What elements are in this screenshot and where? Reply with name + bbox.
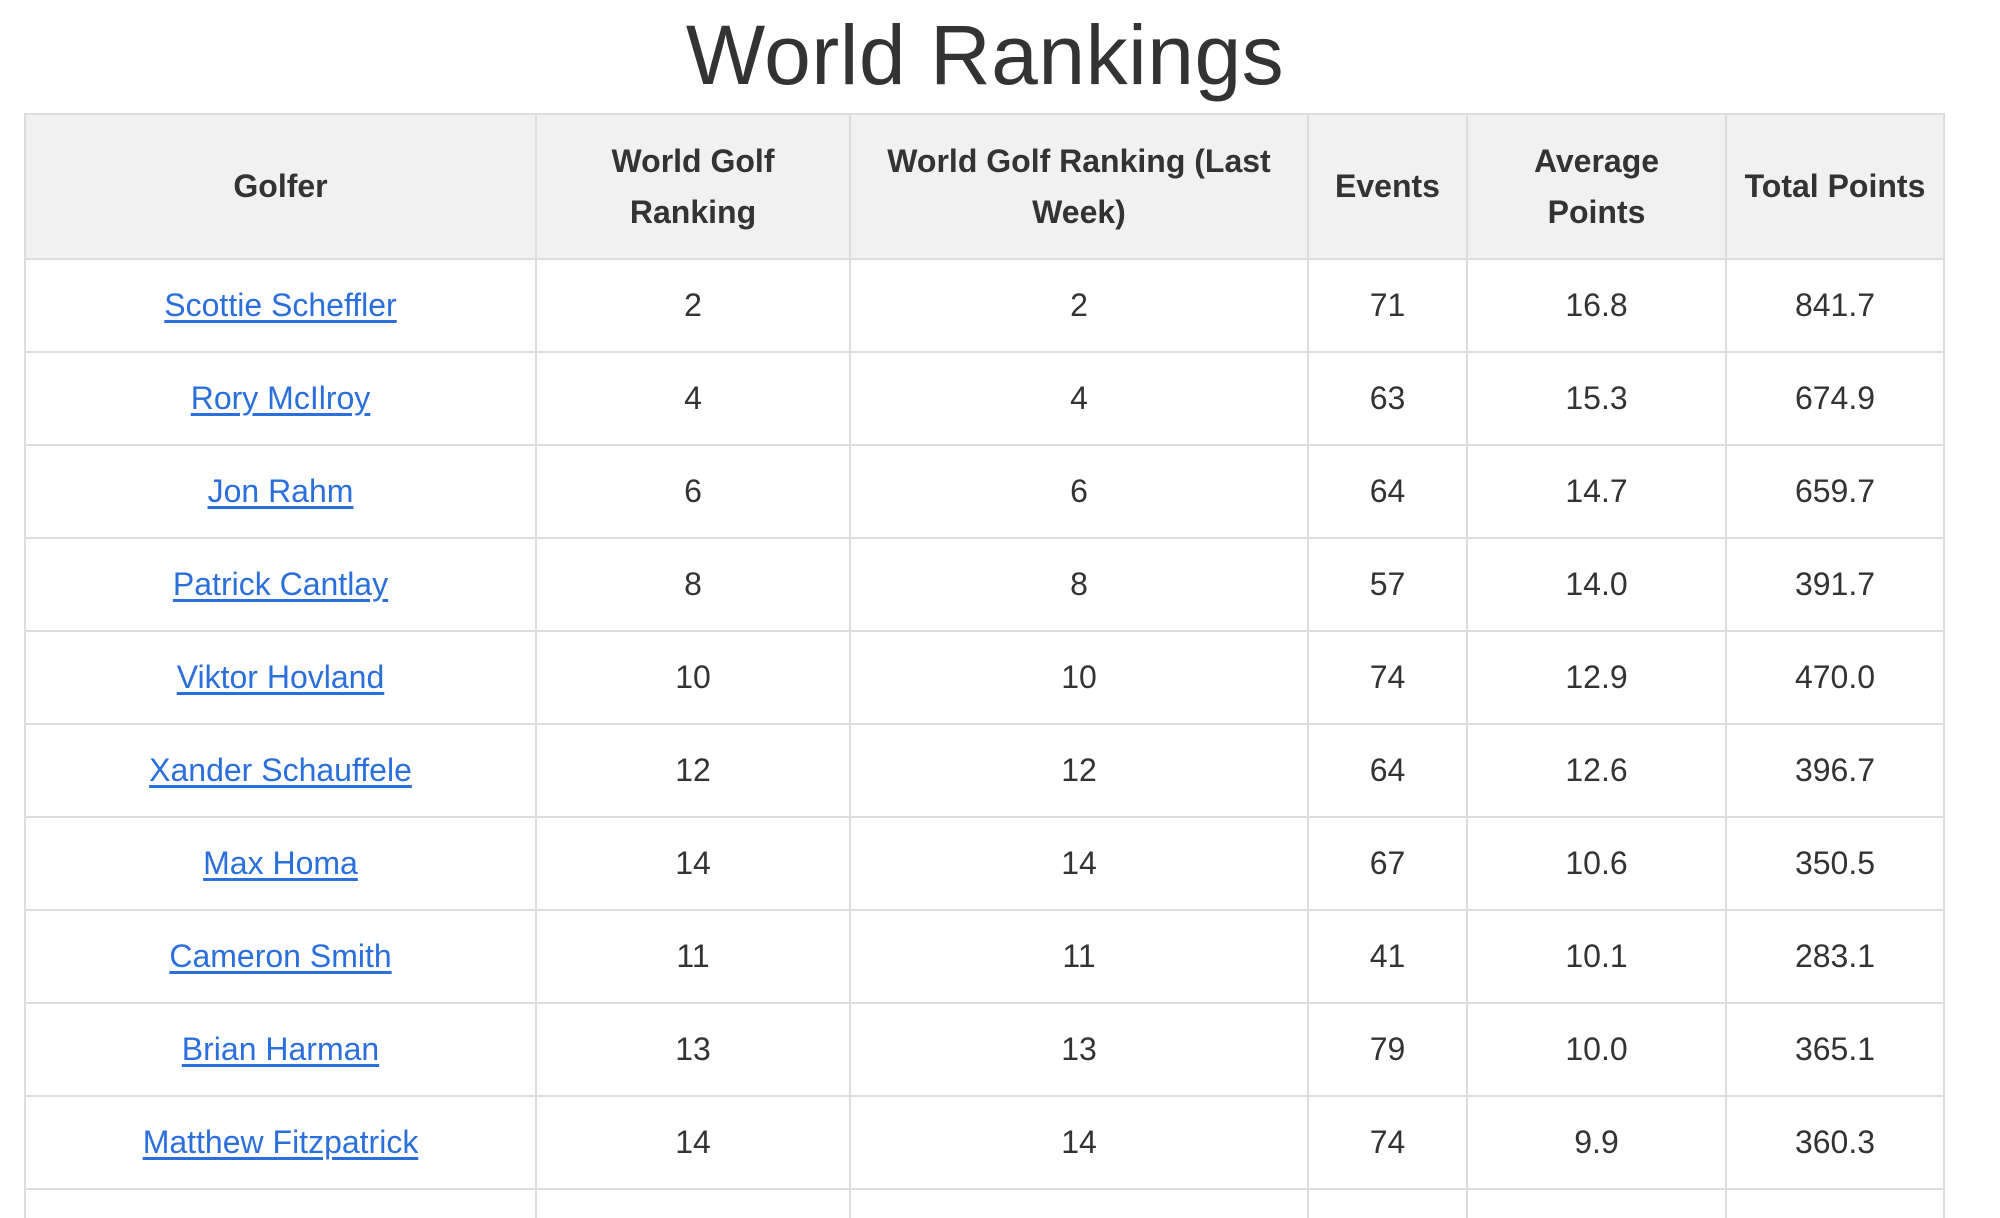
events-cell: 64 <box>1307 444 1468 539</box>
world-golf-ranking-last-week-cell: 13 <box>849 1002 1309 1097</box>
world-golf-ranking-last-week-cell: 8 <box>849 537 1309 632</box>
table-row: Matthew Fitzpatrick 14 14 74 9.9 360.3 <box>24 1095 1945 1190</box>
table-row: Scottie Scheffler 2 2 71 16.8 841.7 <box>24 258 1945 353</box>
empty-cell <box>24 1188 537 1218</box>
golfer-link[interactable]: Viktor Hovland <box>176 659 385 695</box>
table-row: Max Homa 14 14 67 10.6 350.5 <box>24 816 1945 911</box>
world-golf-ranking-last-week-cell: 12 <box>849 723 1309 818</box>
golfer-link[interactable]: Rory McIlroy <box>190 380 371 416</box>
golfer-cell: Patrick Cantlay <box>24 537 537 632</box>
table-row: Jon Rahm 6 6 64 14.7 659.7 <box>24 444 1945 539</box>
empty-cell <box>535 1188 851 1218</box>
golfer-link[interactable]: Jon Rahm <box>207 473 354 509</box>
golfer-link[interactable]: Max Homa <box>203 845 358 881</box>
column-header-average-points[interactable]: Average Points <box>1466 113 1727 260</box>
world-golf-ranking-last-week-cell: 11 <box>849 909 1309 1004</box>
golfer-cell: Rory McIlroy <box>24 351 537 446</box>
total-points-cell: 391.7 <box>1725 537 1945 632</box>
table-row: Xander Schauffele 12 12 64 12.6 396.7 <box>24 723 1945 818</box>
total-points-cell: 674.9 <box>1725 351 1945 446</box>
golfer-link[interactable]: Xander Schauffele <box>149 752 412 788</box>
golfer-link[interactable]: Cameron Smith <box>169 938 392 974</box>
page-title: World Rankings <box>685 8 1285 102</box>
golfer-link[interactable]: Patrick Cantlay <box>172 566 389 602</box>
world-golf-ranking-cell: 2 <box>535 258 851 353</box>
table-body: Scottie Scheffler 2 2 71 16.8 841.7 Rory… <box>24 258 1945 1218</box>
average-points-cell: 14.0 <box>1466 537 1727 632</box>
column-header-world-golf-ranking-last-week[interactable]: World Golf Ranking (Last Week) <box>849 113 1309 260</box>
world-golf-ranking-cell: 14 <box>535 816 851 911</box>
golfer-cell: Brian Harman <box>24 1002 537 1097</box>
world-golf-ranking-cell: 8 <box>535 537 851 632</box>
total-points-cell: 350.5 <box>1725 816 1945 911</box>
average-points-cell: 12.6 <box>1466 723 1727 818</box>
average-points-cell: 9.9 <box>1466 1095 1727 1190</box>
events-cell: 57 <box>1307 537 1468 632</box>
world-golf-ranking-last-week-cell: 2 <box>849 258 1309 353</box>
golfer-cell: Xander Schauffele <box>24 723 537 818</box>
events-cell: 71 <box>1307 258 1468 353</box>
golfer-link[interactable]: Brian Harman <box>181 1031 380 1067</box>
average-points-cell: 14.7 <box>1466 444 1727 539</box>
golfer-cell: Cameron Smith <box>24 909 537 1004</box>
table-row: Cameron Smith 11 11 41 10.1 283.1 <box>24 909 1945 1004</box>
total-points-cell: 659.7 <box>1725 444 1945 539</box>
world-golf-ranking-last-week-cell: 4 <box>849 351 1309 446</box>
world-golf-ranking-last-week-cell: 14 <box>849 1095 1309 1190</box>
empty-cell <box>1466 1188 1727 1218</box>
events-cell: 67 <box>1307 816 1468 911</box>
world-golf-ranking-cell: 10 <box>535 630 851 725</box>
table-row: Viktor Hovland 10 10 74 12.9 470.0 <box>24 630 1945 725</box>
table-row-partial <box>24 1188 1945 1218</box>
events-cell: 41 <box>1307 909 1468 1004</box>
world-golf-ranking-last-week-cell: 6 <box>849 444 1309 539</box>
average-points-cell: 10.0 <box>1466 1002 1727 1097</box>
total-points-cell: 365.1 <box>1725 1002 1945 1097</box>
column-header-world-golf-ranking[interactable]: World Golf Ranking <box>535 113 851 260</box>
table-row: Brian Harman 13 13 79 10.0 365.1 <box>24 1002 1945 1097</box>
golfer-cell: Scottie Scheffler <box>24 258 537 353</box>
world-golf-ranking-cell: 12 <box>535 723 851 818</box>
column-header-total-points[interactable]: Total Points <box>1725 113 1945 260</box>
golfer-link[interactable]: Scottie Scheffler <box>164 287 397 323</box>
world-golf-ranking-last-week-cell: 10 <box>849 630 1309 725</box>
events-cell: 79 <box>1307 1002 1468 1097</box>
golfer-cell: Jon Rahm <box>24 444 537 539</box>
total-points-cell: 841.7 <box>1725 258 1945 353</box>
rankings-table: Golfer World Golf Ranking World Golf Ran… <box>24 113 1945 1218</box>
total-points-cell: 470.0 <box>1725 630 1945 725</box>
world-golf-ranking-cell: 13 <box>535 1002 851 1097</box>
world-golf-ranking-cell: 6 <box>535 444 851 539</box>
table-header: Golfer World Golf Ranking World Golf Ran… <box>24 113 1945 260</box>
total-points-cell: 360.3 <box>1725 1095 1945 1190</box>
world-golf-ranking-last-week-cell: 14 <box>849 816 1309 911</box>
table-row: Patrick Cantlay 8 8 57 14.0 391.7 <box>24 537 1945 632</box>
empty-cell <box>1307 1188 1468 1218</box>
world-golf-ranking-cell: 4 <box>535 351 851 446</box>
golfer-cell: Matthew Fitzpatrick <box>24 1095 537 1190</box>
average-points-cell: 16.8 <box>1466 258 1727 353</box>
average-points-cell: 10.6 <box>1466 816 1727 911</box>
golfer-cell: Viktor Hovland <box>24 630 537 725</box>
average-points-cell: 10.1 <box>1466 909 1727 1004</box>
header-row: Golfer World Golf Ranking World Golf Ran… <box>24 113 1945 260</box>
empty-cell <box>1725 1188 1945 1218</box>
column-header-events[interactable]: Events <box>1307 113 1468 260</box>
world-golf-ranking-cell: 14 <box>535 1095 851 1190</box>
average-points-cell: 15.3 <box>1466 351 1727 446</box>
events-cell: 74 <box>1307 1095 1468 1190</box>
events-cell: 63 <box>1307 351 1468 446</box>
events-cell: 74 <box>1307 630 1468 725</box>
events-cell: 64 <box>1307 723 1468 818</box>
golfer-cell: Max Homa <box>24 816 537 911</box>
world-golf-ranking-cell: 11 <box>535 909 851 1004</box>
column-header-golfer[interactable]: Golfer <box>24 113 537 260</box>
total-points-cell: 283.1 <box>1725 909 1945 1004</box>
table-row: Rory McIlroy 4 4 63 15.3 674.9 <box>24 351 1945 446</box>
average-points-cell: 12.9 <box>1466 630 1727 725</box>
total-points-cell: 396.7 <box>1725 723 1945 818</box>
empty-cell <box>849 1188 1309 1218</box>
golfer-link[interactable]: Matthew Fitzpatrick <box>142 1124 419 1160</box>
